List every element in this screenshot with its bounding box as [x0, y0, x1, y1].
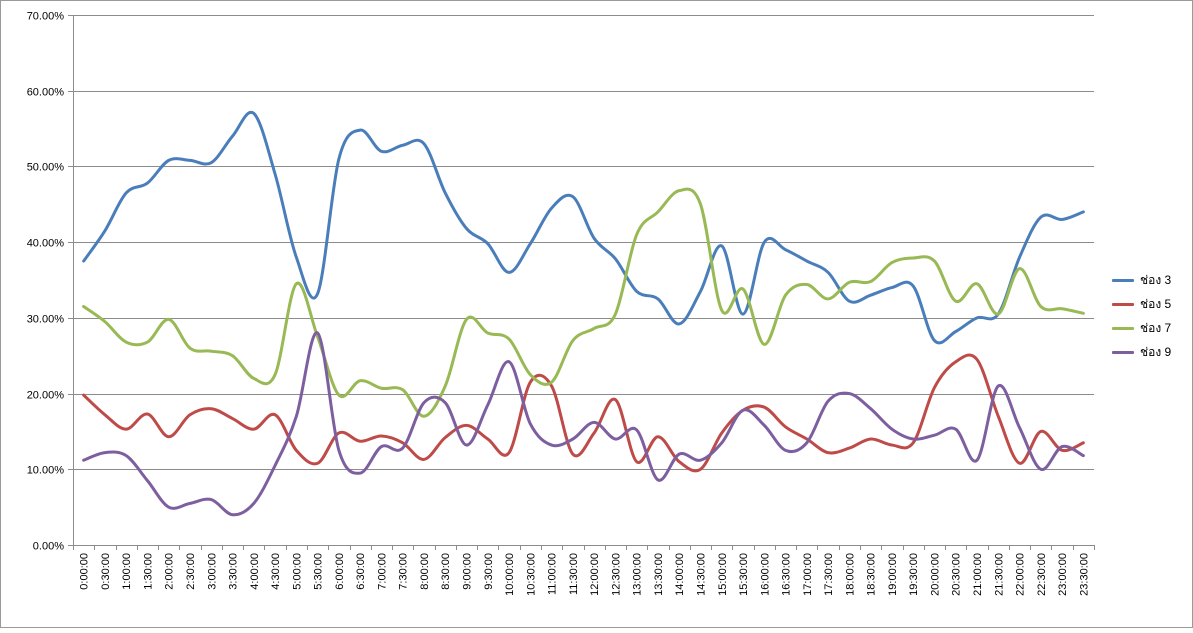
x-tick-label: 6:00:00	[334, 553, 346, 590]
x-tick-label: 12:00:00	[589, 553, 601, 596]
x-tick-label: 2:30:00	[185, 553, 197, 590]
x-tick-label: 21:00:00	[972, 553, 984, 596]
x-tick-label: 0:00:00	[79, 553, 91, 590]
legend-swatch	[1112, 278, 1134, 282]
x-tick-label: 10:00:00	[504, 553, 516, 596]
x-tick-label: 16:30:00	[781, 553, 793, 596]
x-tick-label: 12:30:00	[610, 553, 622, 596]
legend-item: ช่อง 7	[1112, 316, 1190, 340]
y-tick-label: 70.00%	[27, 11, 65, 23]
x-tick-label: 8:30:00	[440, 553, 452, 590]
legend-label: ช่อง 5	[1140, 296, 1172, 311]
x-tick-label: 13:30:00	[653, 553, 665, 596]
x-tick-label: 15:00:00	[717, 553, 729, 596]
x-tick-label: 18:30:00	[866, 553, 878, 596]
x-tick-label: 20:30:00	[951, 553, 963, 596]
x-tick-label: 20:00:00	[929, 553, 941, 596]
x-tick-label: 15:30:00	[738, 553, 750, 596]
legend-swatch	[1112, 326, 1134, 330]
x-tick-label: 18:00:00	[844, 553, 856, 596]
y-tick-label: 10.00%	[27, 465, 65, 477]
x-tick-label: 3:30:00	[228, 553, 240, 590]
series-line-1	[82, 110, 1085, 345]
y-tick-label: 30.00%	[27, 314, 65, 326]
x-tick-label: 21:30:00	[993, 553, 1005, 596]
x-tick-label: 19:30:00	[908, 553, 920, 596]
x-tick-label: 10:30:00	[525, 553, 537, 596]
x-tick-label: 13:00:00	[632, 553, 644, 596]
x-tick-label: 17:30:00	[823, 553, 835, 596]
y-tick-label: 20.00%	[27, 390, 65, 402]
y-tick-label: 60.00%	[27, 87, 65, 99]
x-tick-label: 22:30:00	[1036, 553, 1048, 596]
y-tick-label: 50.00%	[27, 162, 65, 174]
legend-item: ช่อง 9	[1112, 340, 1190, 364]
x-tick-label: 4:30:00	[270, 553, 282, 590]
legend: ช่อง 3 ช่อง 5 ช่อง 7 ช่อง 9	[1112, 268, 1190, 364]
x-tick-label: 6:30:00	[355, 553, 367, 590]
legend-item: ช่อง 3	[1112, 268, 1190, 292]
series-line-4	[82, 331, 1085, 517]
legend-label: ช่อง 3	[1140, 272, 1172, 287]
x-tick-label: 9:00:00	[462, 553, 474, 590]
x-tick-label: 22:00:00	[1015, 553, 1027, 596]
x-tick-label: 19:00:00	[887, 553, 899, 596]
series-line-3	[82, 187, 1085, 418]
legend-item: ช่อง 5	[1112, 292, 1190, 316]
x-tick-label: 2:00:00	[164, 553, 176, 590]
axes: 0.00% 10.00% 20.00% 30.00% 40.00% 50.00% 60.00…	[27, 11, 1095, 596]
legend-swatch	[1112, 302, 1134, 306]
x-tick-label: 4:00:00	[249, 553, 261, 590]
x-tick-label: 9:30:00	[483, 553, 495, 590]
x-tick-label: 7:00:00	[376, 553, 388, 590]
x-tick-label: 5:30:00	[313, 553, 325, 590]
x-tick-label: 3:00:00	[206, 553, 218, 590]
y-tick-label: 40.00%	[27, 238, 65, 250]
x-tick-label: 11:00:00	[547, 553, 559, 595]
gridlines	[73, 15, 1094, 470]
x-tick-label: 16:00:00	[759, 553, 771, 596]
x-tick-label: 14:00:00	[674, 553, 686, 596]
x-tick-label: 8:00:00	[419, 553, 431, 590]
legend-label: ช่อง 7	[1140, 320, 1172, 335]
series-line-2	[82, 353, 1085, 473]
x-tick-label: 5:00:00	[291, 553, 303, 590]
x-tick-label: 23:00:00	[1057, 553, 1069, 596]
x-tick-label: 23:30:00	[1078, 553, 1090, 596]
x-tick-label: 1:30:00	[142, 553, 154, 590]
series-lines	[82, 110, 1085, 517]
x-tick-label: 0:30:00	[100, 553, 112, 590]
legend-label: ช่อง 9	[1140, 344, 1172, 359]
legend-swatch	[1112, 350, 1134, 354]
x-tick-label: 1:00:00	[121, 553, 133, 590]
x-tick-label: 11:30:00	[568, 553, 580, 595]
x-tick-label: 14:30:00	[695, 553, 707, 596]
x-tick-label: 7:30:00	[398, 553, 410, 590]
y-tick-label: 0.00%	[33, 541, 64, 553]
x-tick-label: 17:00:00	[802, 553, 814, 596]
